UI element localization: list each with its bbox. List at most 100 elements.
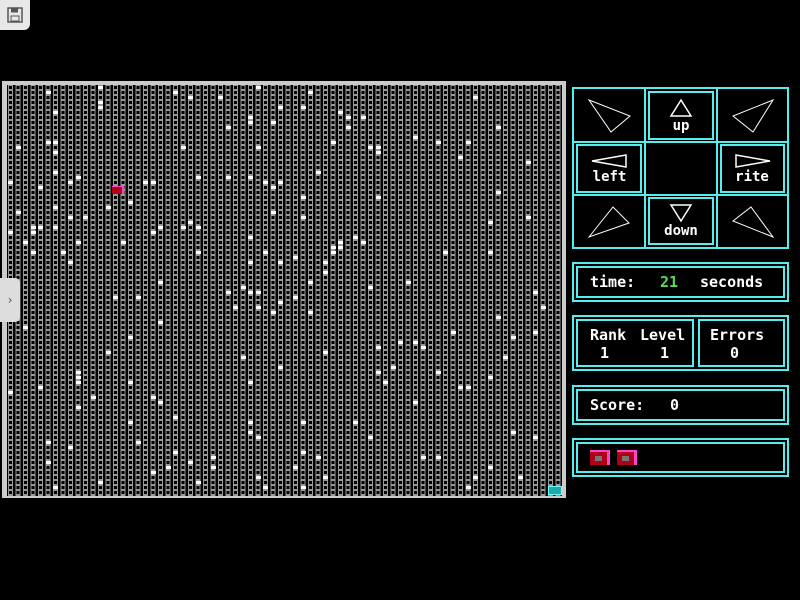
maze-dot [330, 246, 336, 249]
maze-dot [248, 381, 253, 384]
maze-dot [255, 436, 261, 439]
maze-dot [465, 486, 471, 489]
down-button[interactable]: down [645, 195, 717, 247]
maze-dot [443, 251, 448, 254]
maze-dot [68, 446, 73, 449]
maze-dot [23, 241, 28, 244]
maze-dot [390, 366, 396, 369]
down-left-button[interactable] [574, 195, 645, 247]
arrow-right-icon [735, 153, 771, 168]
maze-dot [360, 241, 366, 244]
maze-dot [345, 116, 351, 119]
side-panel-toggle[interactable]: › [0, 278, 20, 322]
maze-dot [255, 306, 261, 309]
maze-dot [525, 161, 531, 164]
maze-dot [233, 306, 238, 309]
maze-dot [113, 296, 118, 299]
maze-dot [75, 241, 81, 244]
maze-dot [473, 96, 478, 99]
maze-dot [270, 186, 276, 189]
maze-dot [68, 261, 73, 264]
maze-dot [375, 151, 381, 154]
maze-dot [435, 141, 441, 144]
maze-dot [188, 221, 193, 224]
maze-dot [195, 176, 201, 179]
maze-dot [248, 236, 253, 239]
up-right-button[interactable] [717, 89, 787, 142]
maze-dot [368, 146, 373, 149]
maze-dot [495, 316, 501, 319]
arrow-up-icon [669, 98, 693, 117]
time-panel: time: 21 seconds [572, 262, 789, 302]
maze-dot [150, 231, 156, 234]
up-left-button[interactable] [574, 89, 645, 142]
maze-dot [300, 451, 306, 454]
maze-dot [128, 381, 133, 384]
maze-dot [68, 216, 73, 219]
maze-dot [248, 431, 253, 434]
rank-value: 1 [600, 344, 610, 362]
maze-dot [345, 126, 351, 129]
maze-dot [248, 176, 253, 179]
maze-dot [240, 356, 246, 359]
maze-dot [263, 251, 268, 254]
maze-dot [23, 326, 28, 329]
maze-dot [60, 251, 66, 254]
score-panel: Score: 0 [572, 385, 789, 425]
maze-dot [90, 396, 96, 399]
maze-dot [435, 456, 441, 459]
maze-dot [368, 436, 373, 439]
maze-dot [83, 216, 88, 219]
life-icon [590, 450, 610, 465]
arrow-down-left-icon [587, 206, 630, 239]
maze-dot [398, 341, 403, 344]
maze-dot [503, 356, 508, 359]
maze-dot [150, 396, 156, 399]
maze-dot [495, 191, 501, 194]
maze-dot [8, 231, 13, 234]
arrow-up-right-icon [732, 98, 775, 133]
maze-board[interactable] [2, 81, 566, 498]
maze-dot [45, 91, 51, 94]
maze-dot [300, 486, 306, 489]
maze-dot [105, 206, 111, 209]
maze-dot [15, 211, 21, 214]
maze-dot [450, 331, 456, 334]
direction-pad: up left rite down [572, 87, 789, 249]
maze-dot [53, 486, 58, 489]
maze-dot [180, 146, 186, 149]
maze-dot [540, 306, 546, 309]
score-value: 0 [670, 396, 680, 414]
chevron-right-icon: › [6, 293, 14, 307]
maze-dot [15, 146, 21, 149]
maze-dot [248, 261, 253, 264]
maze-grid [7, 85, 562, 496]
maze-dot [300, 421, 306, 424]
maze-dot [338, 241, 343, 244]
stats-panel: Rank Level Errors 1 1 0 [572, 315, 789, 371]
maze-dot [488, 221, 493, 224]
maze-dot [330, 141, 336, 144]
save-button[interactable] [0, 0, 30, 30]
maze-dot [75, 406, 81, 409]
maze-dot [533, 436, 538, 439]
right-button[interactable]: rite [717, 142, 787, 195]
maze-dot [375, 146, 381, 149]
center-cell [645, 142, 717, 195]
maze-dot [75, 176, 81, 179]
player-marker [112, 186, 124, 194]
maze-dot [360, 116, 366, 119]
maze-dot [270, 121, 276, 124]
maze-dot [278, 261, 283, 264]
maze-dot [53, 226, 58, 229]
maze-dot [210, 456, 216, 459]
down-right-button[interactable] [717, 195, 787, 247]
maze-dot [495, 126, 501, 129]
maze-dot [263, 181, 268, 184]
up-button[interactable]: up [645, 89, 717, 142]
maze-dot [270, 311, 276, 314]
maze-dot [53, 151, 58, 154]
left-button[interactable]: left [574, 142, 645, 195]
maze-dot [533, 331, 538, 334]
maze-dot [210, 466, 216, 469]
